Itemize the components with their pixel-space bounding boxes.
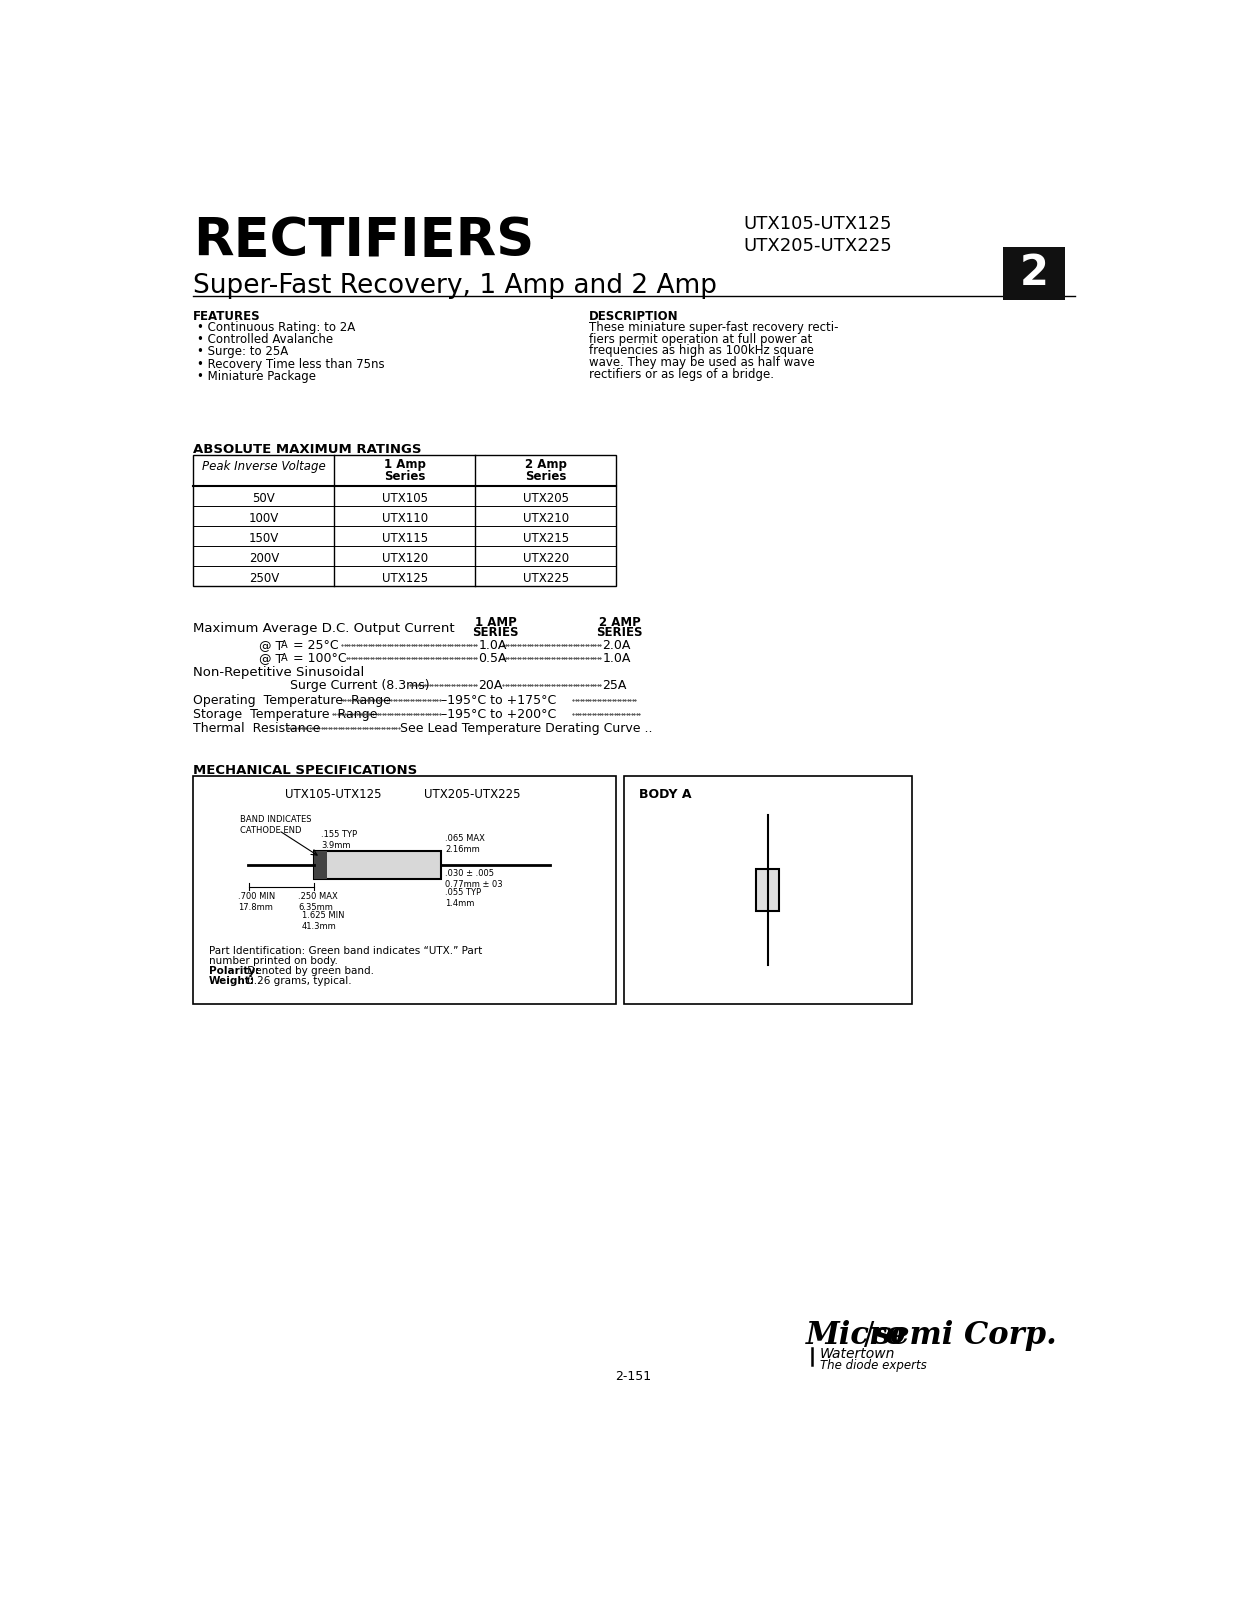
Text: See Lead Temperature Derating Curve ..: See Lead Temperature Derating Curve .. <box>401 722 653 734</box>
Text: 100V: 100V <box>249 512 280 525</box>
Text: Storage  Temperature  Range: Storage Temperature Range <box>193 707 377 722</box>
Text: ABSOLUTE MAXIMUM RATINGS: ABSOLUTE MAXIMUM RATINGS <box>193 443 422 456</box>
Text: SERIES: SERIES <box>473 626 518 638</box>
Text: BODY A: BODY A <box>640 787 691 802</box>
Text: .030 ± .005
0.77mm ± 03: .030 ± .005 0.77mm ± 03 <box>445 869 503 890</box>
Text: UTX125: UTX125 <box>382 573 428 586</box>
Text: UTX110: UTX110 <box>382 512 428 525</box>
Text: SERIES: SERIES <box>596 626 643 638</box>
Text: Operating  Temperature  Range: Operating Temperature Range <box>193 694 391 707</box>
Bar <box>313 851 442 878</box>
Text: number printed on body.: number printed on body. <box>209 955 338 966</box>
Text: 2: 2 <box>1019 253 1049 294</box>
Text: semi Corp.: semi Corp. <box>873 1320 1056 1350</box>
Text: Surge Current (8.3ms): Surge Current (8.3ms) <box>291 678 430 691</box>
Text: Watertown: Watertown <box>820 1347 894 1362</box>
Text: 2 Amp: 2 Amp <box>524 459 567 472</box>
Text: 150V: 150V <box>249 533 280 546</box>
Text: Maximum Average D.C. Output Current: Maximum Average D.C. Output Current <box>193 622 455 635</box>
Bar <box>313 851 328 878</box>
Text: fiers permit operation at full power at: fiers permit operation at full power at <box>589 333 811 346</box>
Text: Non-Repetitive Sinusoidal: Non-Repetitive Sinusoidal <box>193 666 365 678</box>
Text: 1 Amp: 1 Amp <box>383 459 426 472</box>
Text: A: A <box>281 640 287 650</box>
Text: rectifiers or as legs of a bridge.: rectifiers or as legs of a bridge. <box>589 368 773 381</box>
Text: 1 AMP: 1 AMP <box>475 616 517 629</box>
Text: = 25°C: = 25°C <box>288 638 339 651</box>
Text: @ T: @ T <box>260 651 283 664</box>
Text: UTX105-UTX125: UTX105-UTX125 <box>285 787 381 802</box>
Text: 250V: 250V <box>249 573 280 586</box>
Text: .065 MAX
2.16mm: .065 MAX 2.16mm <box>445 834 485 854</box>
Text: FEATURES: FEATURES <box>193 310 261 323</box>
Text: –195°C to +175°C: –195°C to +175°C <box>442 694 557 707</box>
Text: • Surge: to 25A: • Surge: to 25A <box>197 346 288 358</box>
Text: frequencies as high as 100kHz square: frequencies as high as 100kHz square <box>589 344 814 357</box>
Bar <box>193 776 616 1003</box>
Text: UTX210: UTX210 <box>522 512 569 525</box>
Text: 2.0A: 2.0A <box>602 638 631 651</box>
Text: Thermal  Resistance: Thermal Resistance <box>193 722 320 734</box>
Text: Polarity:: Polarity: <box>209 966 259 976</box>
Text: A: A <box>281 653 287 664</box>
Text: 200V: 200V <box>249 552 280 565</box>
Text: = 100°C: = 100°C <box>288 651 346 664</box>
Text: UTX205-UTX225: UTX205-UTX225 <box>743 237 892 254</box>
Text: –195°C to +200°C: –195°C to +200°C <box>442 707 557 722</box>
Text: DESCRIPTION: DESCRIPTION <box>589 310 678 323</box>
Text: Peak Inverse Voltage: Peak Inverse Voltage <box>202 459 325 474</box>
Bar <box>756 869 779 910</box>
Text: UTX205-UTX225: UTX205-UTX225 <box>424 787 521 802</box>
Bar <box>623 776 912 1003</box>
Text: UTX215: UTX215 <box>522 533 569 546</box>
Text: Super-Fast Recovery, 1 Amp and 2 Amp: Super-Fast Recovery, 1 Amp and 2 Amp <box>193 274 717 299</box>
Text: • Miniature Package: • Miniature Package <box>197 370 317 382</box>
Text: MECHANICAL SPECIFICATIONS: MECHANICAL SPECIFICATIONS <box>193 765 418 778</box>
Text: 1.625 MIN
41.3mm: 1.625 MIN 41.3mm <box>302 910 344 931</box>
Text: wave. They may be used as half wave: wave. They may be used as half wave <box>589 357 814 370</box>
Text: The diode experts: The diode experts <box>820 1358 927 1371</box>
Text: Series: Series <box>385 470 426 483</box>
Text: 50V: 50V <box>252 493 276 506</box>
Text: UTX225: UTX225 <box>522 573 569 586</box>
Text: • Recovery Time less than 75ns: • Recovery Time less than 75ns <box>197 357 385 371</box>
Text: UTX105-UTX125: UTX105-UTX125 <box>743 214 892 234</box>
Text: Denoted by green band.: Denoted by green band. <box>244 966 374 976</box>
Text: 0.5A: 0.5A <box>479 651 507 664</box>
Bar <box>193 456 616 586</box>
Text: UTX115: UTX115 <box>382 533 428 546</box>
Text: /: / <box>863 1320 875 1350</box>
Text: UTX205: UTX205 <box>522 493 569 506</box>
Text: .055 TYP
1.4mm: .055 TYP 1.4mm <box>445 888 481 909</box>
Text: .700 MIN
17.8mm: .700 MIN 17.8mm <box>239 891 276 912</box>
Text: UTX105: UTX105 <box>382 493 428 506</box>
Text: UTX120: UTX120 <box>382 552 428 565</box>
Text: @ T: @ T <box>260 638 283 651</box>
Bar <box>1003 248 1065 299</box>
Text: 20A: 20A <box>479 678 503 691</box>
Text: .155 TYP
3.9mm: .155 TYP 3.9mm <box>322 830 357 851</box>
Text: UTX220: UTX220 <box>522 552 569 565</box>
Text: These miniature super-fast recovery recti-: These miniature super-fast recovery rect… <box>589 322 839 334</box>
Text: Series: Series <box>524 470 567 483</box>
Text: Part Identification: Green band indicates “UTX.” Part: Part Identification: Green band indicate… <box>209 946 482 955</box>
Text: 2 AMP: 2 AMP <box>599 616 641 629</box>
Text: Weight:: Weight: <box>209 976 255 986</box>
Text: 2-151: 2-151 <box>616 1370 652 1382</box>
Text: 25A: 25A <box>602 678 627 691</box>
Text: BAND INDICATES
CATHODE END: BAND INDICATES CATHODE END <box>240 814 312 835</box>
Text: 0.26 grams, typical.: 0.26 grams, typical. <box>244 976 351 986</box>
Text: • Controlled Avalanche: • Controlled Avalanche <box>197 333 334 346</box>
Text: • Continuous Rating: to 2A: • Continuous Rating: to 2A <box>197 320 355 333</box>
Text: 1.0A: 1.0A <box>479 638 507 651</box>
Text: RECTIFIERS: RECTIFIERS <box>193 214 534 267</box>
Text: Micro: Micro <box>805 1320 907 1350</box>
Text: .250 MAX
6.35mm: .250 MAX 6.35mm <box>298 891 338 912</box>
Text: 1.0A: 1.0A <box>602 651 631 664</box>
